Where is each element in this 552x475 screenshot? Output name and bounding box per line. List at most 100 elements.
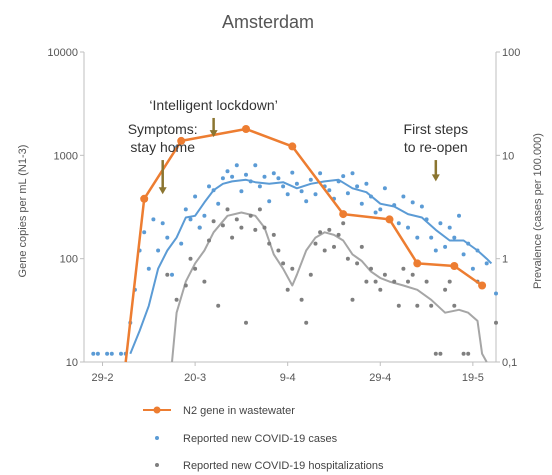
cases-point — [193, 194, 198, 199]
cases-point — [415, 235, 420, 240]
cases-point — [457, 213, 461, 218]
hospitalizations-point — [364, 279, 369, 284]
x-tick-label: 19-5 — [462, 372, 484, 384]
hospitalizations-point — [438, 351, 443, 356]
annotation-text: First steps — [404, 121, 469, 137]
cases-point — [341, 174, 346, 179]
legend-item-hospitalizations: Reported new COVID-19 hospitalizations — [155, 460, 384, 472]
hospitalizations-point — [188, 256, 193, 261]
cases-point — [170, 272, 174, 277]
cases-point — [373, 210, 378, 215]
cases-point — [308, 177, 313, 182]
wastewater-n2-marker — [478, 281, 487, 290]
hospitalizations-point — [452, 303, 457, 308]
cases-point — [211, 188, 216, 193]
cases-point — [230, 174, 235, 179]
legend-item-n2: N2 gene in wastewater — [143, 405, 295, 417]
cases-point — [267, 199, 272, 204]
wastewater-n2-marker — [339, 210, 348, 219]
cases-point — [281, 184, 286, 189]
wastewater-n2-marker — [413, 259, 422, 268]
cases-point — [142, 230, 147, 235]
cases-point — [470, 266, 475, 271]
hospitalizations-point — [406, 279, 410, 284]
cases-point — [433, 248, 438, 253]
legend-cases-dot — [155, 436, 159, 440]
hospitalizations-point — [373, 279, 378, 284]
cases-point — [318, 171, 323, 176]
hospitalizations-point — [443, 287, 448, 292]
hospitalizations-point — [225, 207, 230, 212]
hospitalizations-point — [369, 266, 373, 271]
cases-point — [304, 199, 309, 204]
cases-point — [452, 235, 457, 240]
hospitalizations-point — [350, 297, 355, 302]
cases-point — [336, 179, 341, 184]
hospitalizations-point — [193, 266, 198, 271]
hospitalizations-point — [392, 279, 397, 284]
cases-point — [276, 176, 281, 181]
hospitalizations-point — [461, 351, 466, 356]
hospitalizations-point — [290, 266, 295, 271]
hospitalizations-point — [378, 287, 383, 292]
cases-point — [378, 207, 383, 212]
cases-point — [248, 179, 253, 184]
cases-point — [156, 248, 161, 253]
cases-point — [225, 169, 230, 174]
x-tick-label: 29-4 — [369, 372, 391, 384]
cases-point — [396, 221, 401, 226]
wastewater-n2-marker — [140, 194, 149, 203]
cases-point — [119, 351, 123, 356]
hospitalizations-point — [336, 232, 341, 237]
hospitalizations-point — [433, 351, 438, 356]
wastewater-n2-marker — [288, 142, 297, 151]
cases-point — [151, 217, 156, 222]
hospitalizations-point — [382, 272, 387, 277]
annotation-text: stay home — [130, 139, 195, 155]
axes: 10 100 1000 10000 0,1 1 10 100 29-2 20-3 9-4 29-4 19… — [47, 47, 520, 384]
cases-point — [429, 235, 434, 240]
legend-label-cases: Reported new COVID-19 cases — [183, 433, 338, 445]
cases-point — [239, 189, 244, 194]
cases-point — [202, 213, 207, 218]
hospitalizations-point — [424, 279, 429, 284]
hospitalizations-point — [415, 303, 420, 308]
chart-title: Amsterdam — [222, 12, 314, 32]
hospitalizations-point — [341, 221, 346, 226]
cases-point — [109, 351, 114, 356]
legend-label-n2: N2 gene in wastewater — [183, 405, 295, 417]
cases-point — [105, 351, 110, 356]
cases-point — [359, 201, 364, 206]
annotation-text: to re-open — [404, 139, 468, 155]
legend-hosp-dot — [155, 463, 159, 467]
hospitalizations-point — [165, 272, 170, 277]
hospitalizations-point — [174, 297, 179, 302]
y-left-tick-label: 10000 — [47, 47, 78, 59]
hospitalizations-point — [216, 303, 221, 308]
cases-point — [146, 266, 151, 271]
cases-point — [392, 203, 397, 208]
cases-point — [447, 225, 452, 230]
y-axis-right-label: Prevalence (cases per 100.000) — [532, 133, 544, 289]
hospitalizations-point — [271, 232, 276, 237]
hospitalizations-point — [410, 272, 415, 277]
hospitalizations-point — [313, 241, 318, 246]
hospitalizations-point — [220, 223, 225, 228]
cases-point — [216, 201, 221, 206]
hospitalizations-point — [308, 272, 313, 277]
cases-point — [382, 186, 387, 191]
cases-point — [494, 291, 498, 296]
hospitalizations-point — [494, 320, 498, 325]
y-left-tick-label: 10 — [66, 357, 78, 369]
annotation-arrowhead — [209, 130, 218, 138]
hospitalizations-point — [262, 225, 267, 230]
cases-point — [419, 204, 424, 209]
hospitalizations-point — [396, 303, 401, 308]
cases-point — [220, 176, 225, 181]
hospitalizations-point — [466, 351, 471, 356]
wastewater-n2-marker — [450, 262, 459, 270]
cases-point — [294, 181, 299, 186]
annotation-text: Symptoms: — [128, 121, 198, 137]
hospitalizations-point — [267, 241, 272, 246]
hospitalizations-point — [239, 225, 244, 230]
